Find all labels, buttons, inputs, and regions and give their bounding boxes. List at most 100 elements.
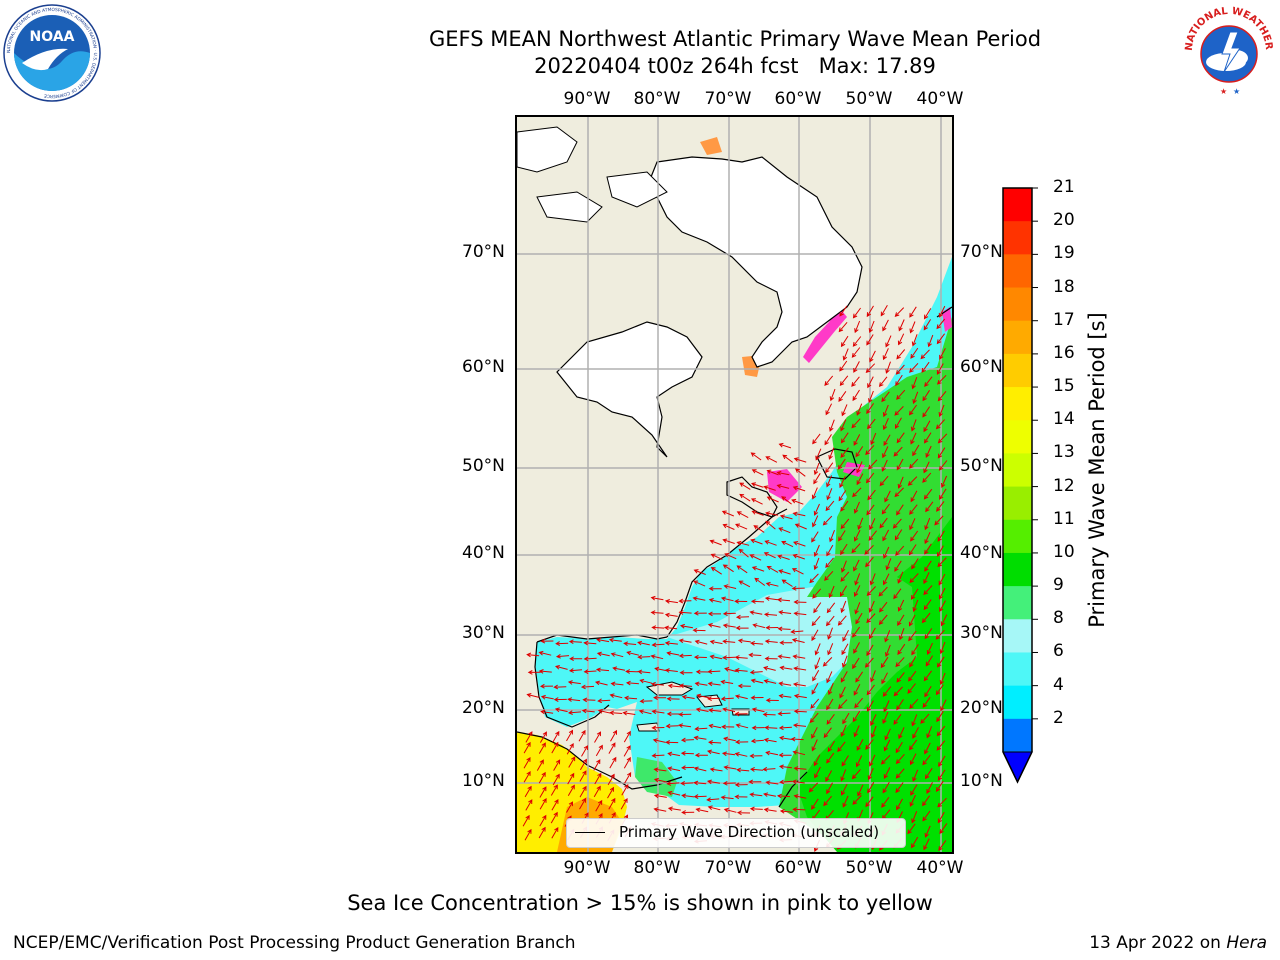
wave-arrow xyxy=(734,655,748,660)
wave-arrow xyxy=(827,682,834,696)
wave-arrow xyxy=(866,613,876,624)
wave-arrow xyxy=(793,693,807,699)
wave-arrow xyxy=(934,515,944,526)
wave-arrow xyxy=(709,539,722,546)
wave-arrow xyxy=(764,540,777,546)
wave-arrow xyxy=(822,657,833,667)
wave-arrow xyxy=(884,728,891,741)
wave-arrow xyxy=(939,600,946,613)
wave-arrow xyxy=(926,726,933,739)
wave-arrow xyxy=(751,566,765,572)
wave-arrow xyxy=(883,739,891,752)
wave-arrow xyxy=(936,318,946,330)
wave-arrow xyxy=(612,666,626,671)
wave-arrow xyxy=(694,639,708,645)
wave-arrow xyxy=(812,515,819,528)
wave-arrow xyxy=(924,517,931,531)
wave-arrow xyxy=(841,655,848,668)
wave-arrow xyxy=(722,523,735,530)
wave-arrow xyxy=(869,754,876,767)
wave-arrow xyxy=(734,711,748,717)
colorbar-tick-label: 12 xyxy=(1053,475,1075,496)
colorbar-segment xyxy=(1003,287,1032,322)
wave-arrow xyxy=(813,503,820,516)
wave-arrow xyxy=(792,553,805,560)
wave-arrow xyxy=(693,766,707,772)
wave-arrow xyxy=(695,669,709,675)
wave-arrow xyxy=(895,782,904,794)
wave-arrow xyxy=(924,742,931,755)
wave-arrow xyxy=(856,403,863,416)
noaa-logo-text: NOAA xyxy=(30,29,75,45)
wave-arrow xyxy=(912,391,919,405)
wave-arrow xyxy=(824,570,834,581)
wave-arrow xyxy=(852,795,862,805)
wave-arrow xyxy=(815,448,822,461)
footer-date: 13 Apr 2022 on Hera xyxy=(1089,933,1267,953)
wave-arrow xyxy=(853,434,861,446)
wave-arrow xyxy=(536,759,544,771)
wave-arrow xyxy=(693,794,707,799)
wave-arrow xyxy=(678,712,692,717)
wave-arrow xyxy=(811,798,819,810)
wave-arrow xyxy=(853,585,861,598)
lon-label-bottom: 60°W xyxy=(774,858,822,878)
wave-arrow xyxy=(762,766,776,772)
footer-credit: NCEP/EMC/Verification Post Processing Pr… xyxy=(13,933,576,953)
wave-arrow xyxy=(827,740,836,753)
wave-arrow xyxy=(793,541,806,547)
wave-arrow xyxy=(852,389,860,402)
wave-arrow xyxy=(898,628,905,641)
wave-arrow xyxy=(751,707,765,713)
wave-arrow xyxy=(908,670,917,682)
wave-arrow xyxy=(653,767,667,773)
wave-arrow xyxy=(624,695,638,701)
wave-arrow xyxy=(708,723,722,729)
wave-arrow xyxy=(909,504,918,515)
wave-arrow xyxy=(637,654,651,660)
wave-arrow xyxy=(910,490,918,503)
wave-arrow xyxy=(840,671,848,683)
wave-arrow xyxy=(764,725,778,731)
wave-arrow xyxy=(882,404,889,418)
wave-arrow xyxy=(695,707,709,713)
wave-arrow xyxy=(782,454,793,463)
wave-arrow xyxy=(813,462,820,476)
wave-arrow xyxy=(885,644,891,658)
wave-arrow xyxy=(923,308,932,320)
wave-arrow xyxy=(766,496,779,503)
wave-arrow xyxy=(866,644,874,657)
wave-arrow xyxy=(790,629,804,635)
wave-arrow xyxy=(763,552,776,559)
wave-arrow xyxy=(811,629,819,642)
wave-arrow xyxy=(523,770,531,783)
wave-arrow xyxy=(723,584,737,589)
wave-arrow xyxy=(938,305,946,318)
forecast-time: 20220404 t00z 264h fcst xyxy=(534,54,799,78)
wave-arrow xyxy=(897,643,906,655)
wave-arrow xyxy=(693,580,706,587)
wave-arrow xyxy=(939,348,946,360)
wave-arrow xyxy=(791,779,805,785)
wave-arrow xyxy=(897,599,905,612)
wave-arrow xyxy=(882,529,890,542)
wave-arrow xyxy=(924,628,933,640)
wave-arrow xyxy=(828,447,835,460)
wave-arrow xyxy=(837,699,848,710)
wave-arrow xyxy=(610,681,624,687)
wave-arrow xyxy=(826,698,834,711)
lon-label-top: 50°W xyxy=(845,89,893,109)
wave-arrow xyxy=(912,444,920,457)
wave-arrow xyxy=(706,779,720,785)
wave-arrow xyxy=(853,501,860,514)
wave-arrow xyxy=(882,711,889,725)
wave-arrow xyxy=(567,772,575,785)
wave-arrow xyxy=(621,784,629,796)
wave-arrow xyxy=(814,766,821,779)
wave-arrow xyxy=(826,544,834,557)
wave-arrow xyxy=(680,751,694,756)
wave-arrow xyxy=(763,666,776,671)
wave-arrow xyxy=(693,735,707,741)
colorbar-under-triangle xyxy=(1002,751,1033,784)
wave-arrow xyxy=(721,751,736,757)
